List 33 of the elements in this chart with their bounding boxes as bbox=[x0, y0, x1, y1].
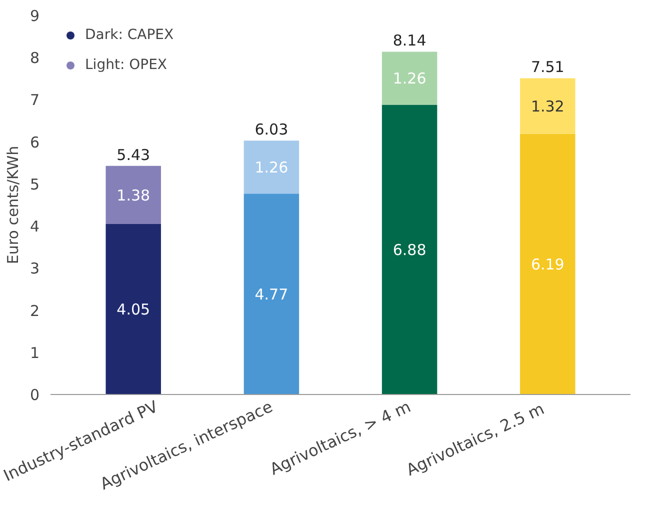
bar bbox=[520, 134, 576, 394]
y-tick-label: 7 bbox=[30, 91, 40, 110]
data-label: 1.32 bbox=[530, 98, 564, 116]
y-tick-label: 6 bbox=[30, 133, 40, 152]
y-tick-label: 2 bbox=[30, 302, 40, 320]
legend-label: Light: OPEX bbox=[85, 57, 168, 73]
data-label: 4.05 bbox=[116, 300, 150, 319]
y-tick-label: 0 bbox=[30, 386, 40, 404]
data-label: 6.19 bbox=[530, 256, 564, 274]
total-label: 7.51 bbox=[530, 58, 564, 76]
y-axis-title: Euro cents/KWh bbox=[4, 146, 22, 264]
bar bbox=[382, 52, 438, 105]
data-label: 1.26 bbox=[392, 70, 426, 88]
data-label: 4.77 bbox=[254, 286, 288, 304]
total-label: 8.14 bbox=[392, 32, 426, 50]
y-tick-label: 5 bbox=[30, 175, 40, 194]
y-tick-label: 3 bbox=[30, 260, 40, 278]
bar bbox=[106, 224, 161, 394]
data-label: 1.38 bbox=[116, 186, 150, 204]
legend-label: Dark: CAPEX bbox=[85, 27, 174, 43]
total-label: 5.43 bbox=[116, 146, 150, 164]
data-label: 6.88 bbox=[392, 241, 426, 260]
data-label: 1.26 bbox=[254, 158, 288, 177]
y-tick-label: 9 bbox=[30, 7, 40, 25]
y-tick-label: 8 bbox=[30, 49, 40, 68]
bar bbox=[382, 104, 438, 394]
y-tick-label: 4 bbox=[30, 218, 40, 236]
total-label: 6.03 bbox=[254, 120, 288, 139]
bar bbox=[244, 194, 300, 394]
bar bbox=[520, 78, 576, 134]
bar bbox=[244, 140, 300, 194]
bar bbox=[106, 166, 161, 224]
y-tick-label: 1 bbox=[30, 344, 40, 362]
